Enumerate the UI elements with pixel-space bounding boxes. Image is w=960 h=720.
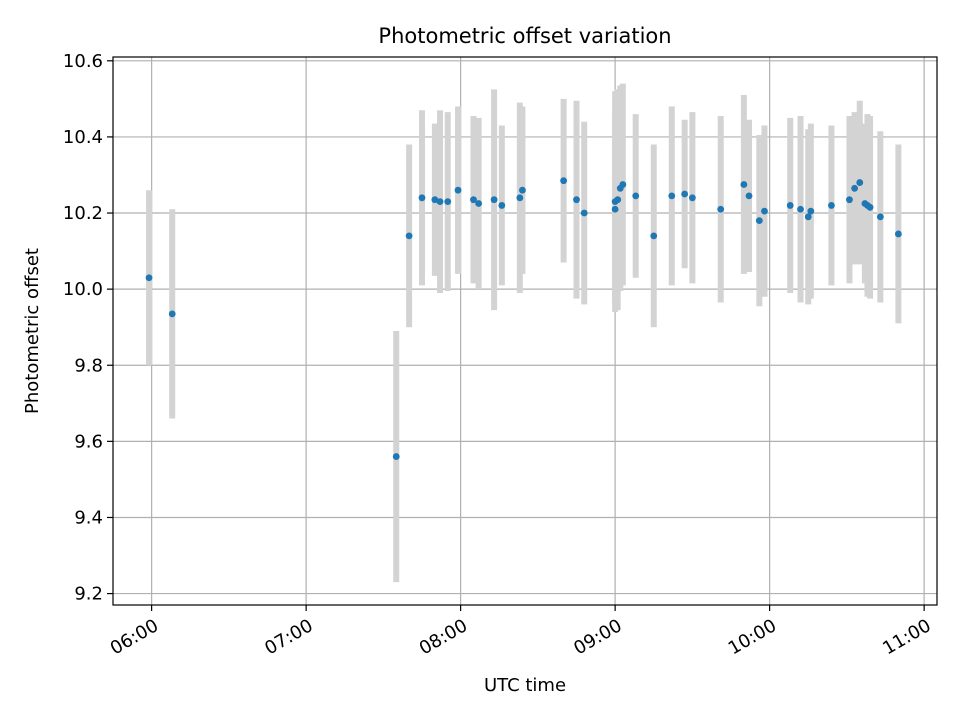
data-point [866,203,874,211]
data-point [761,207,768,215]
data-point [560,177,568,185]
data-point [755,217,763,225]
data-point [431,196,439,204]
data-point [498,202,506,209]
y-axis-label: Photometric offset [22,248,43,414]
data-point [807,207,815,215]
y-tick-label: 10.2 [63,203,103,224]
data-point [668,192,676,200]
data-point [828,202,835,209]
data-point [392,453,400,460]
data-point [745,192,753,200]
data-point [688,194,696,202]
y-tick-label: 9.2 [74,584,103,605]
data-point [632,192,640,200]
data-point [797,205,804,213]
data-point [876,213,884,221]
data-point [650,232,658,240]
data-point [490,196,498,204]
data-point [145,274,153,282]
data-point [614,196,622,204]
data-point [894,230,902,238]
y-tick-label: 9.6 [74,431,103,452]
data-point [681,190,689,198]
data-point [454,186,462,194]
data-point [619,181,627,188]
chart-title: Photometric offset variation [378,24,671,48]
data-point [573,196,580,204]
data-point [611,205,619,213]
data-point [786,202,794,209]
data-point [851,184,858,192]
data-point [168,310,176,318]
data-point [580,209,588,217]
data-point [740,181,748,188]
data-point [475,200,483,207]
data-point [519,186,526,194]
y-tick-label: 9.4 [74,507,103,528]
y-tick-label: 9.8 [74,355,103,376]
plot-frame [112,56,938,606]
x-axis-label: UTC time [484,675,566,696]
data-point [405,232,413,240]
y-tick-label: 10.6 [63,51,103,72]
data-point [418,194,426,202]
y-tick-label: 10.4 [63,127,103,148]
data-point [846,196,853,204]
data-point [856,179,864,186]
data-point [717,205,725,213]
y-tick-label: 10.0 [63,279,103,300]
data-point [804,213,812,221]
y-axis-ticks: 9.2 9.4 9.6 9.8 10.0 10.2 10.4 10.6 [63,51,113,605]
data-point [470,196,477,204]
data-point [516,194,524,202]
data-point [444,198,452,206]
data-points [145,177,902,460]
data-point [436,198,444,206]
